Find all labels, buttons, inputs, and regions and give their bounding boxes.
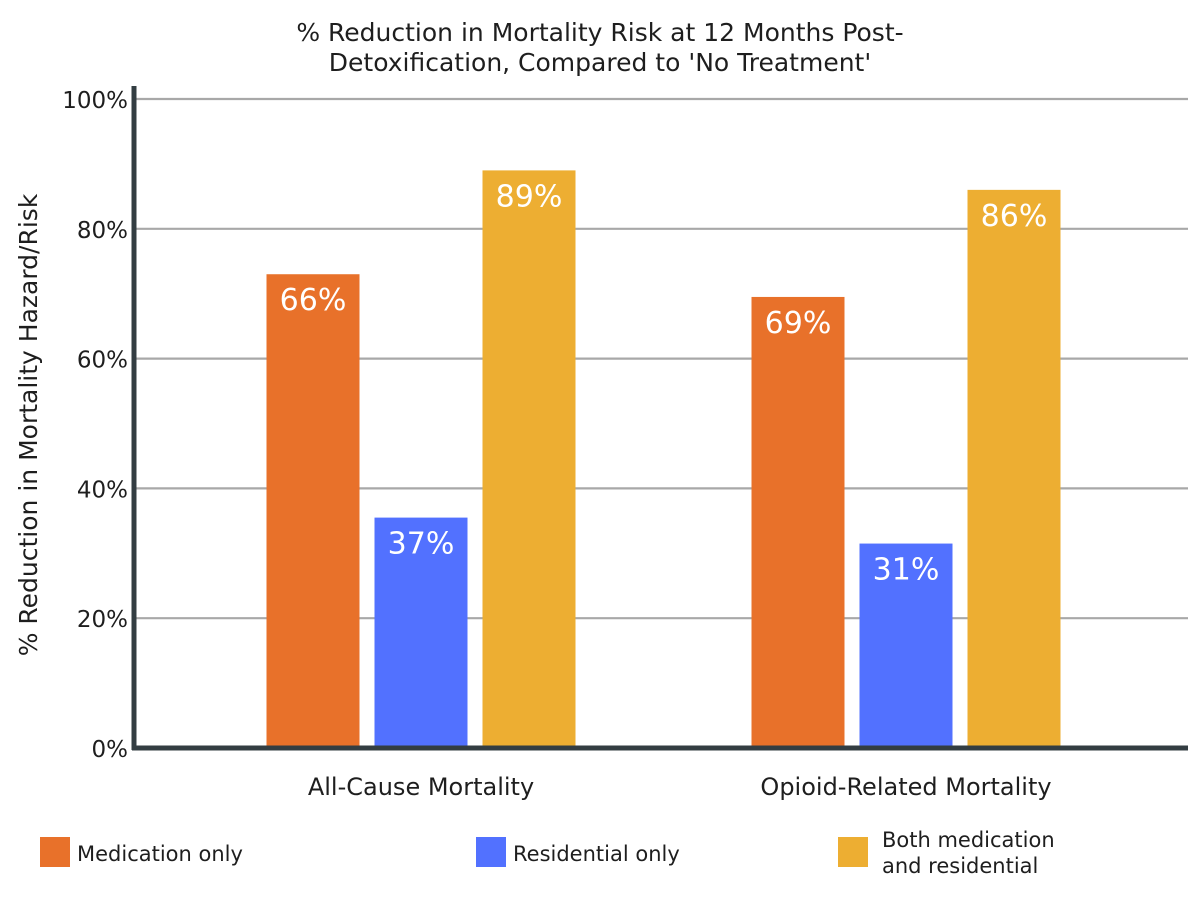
legend-swatch xyxy=(476,837,506,867)
legend-swatch xyxy=(40,837,70,867)
legend-label: Medication only xyxy=(77,842,243,866)
y-tick-label: 20% xyxy=(77,607,128,633)
y-tick-label: 40% xyxy=(77,477,128,503)
bar-data-label: 89% xyxy=(496,179,563,214)
bar xyxy=(482,170,576,748)
bar xyxy=(967,189,1061,749)
y-tick-label: 0% xyxy=(92,737,129,763)
chart-title-line-2: Detoxification, Compared to 'No Treatmen… xyxy=(329,48,871,77)
bar xyxy=(751,296,845,748)
legend-label: and residential xyxy=(882,854,1038,878)
bar-data-label: 66% xyxy=(280,283,347,318)
bar-data-label: 86% xyxy=(981,199,1048,234)
bar-data-label: 31% xyxy=(873,553,940,588)
y-tick-label: 60% xyxy=(77,348,128,374)
x-axis-categories: All-Cause Mortality Opioid-Related Mortal… xyxy=(308,773,1052,801)
chart-title-line-1: % Reduction in Mortality Risk at 12 Mont… xyxy=(296,18,903,47)
bar xyxy=(266,274,360,748)
chart-title: % Reduction in Mortality Risk at 12 Mont… xyxy=(296,18,903,77)
legend-swatch xyxy=(838,837,868,867)
bar-data-label: 69% xyxy=(765,306,832,341)
bars: 66% 37% 89% 69% 31% 86% xyxy=(266,170,1061,749)
bar-data-label: 37% xyxy=(388,527,455,562)
y-axis-label: % Reduction in Mortality Hazard/Risk xyxy=(14,193,43,656)
x-category-label: All-Cause Mortality xyxy=(308,773,534,801)
bar xyxy=(859,543,953,748)
y-tick-label: 100% xyxy=(62,88,128,114)
axes xyxy=(131,86,1188,751)
y-tick-label: 80% xyxy=(77,218,128,244)
y-axis-ticks: 0% 20% 40% 60% 80% 100% xyxy=(62,88,128,763)
legend: Medication only Residential only Both medi… xyxy=(40,828,1055,878)
legend-label: Residential only xyxy=(513,842,680,866)
x-category-label: Opioid-Related Mortality xyxy=(760,773,1051,801)
bar xyxy=(374,517,468,748)
legend-label: Both medication xyxy=(882,828,1055,852)
